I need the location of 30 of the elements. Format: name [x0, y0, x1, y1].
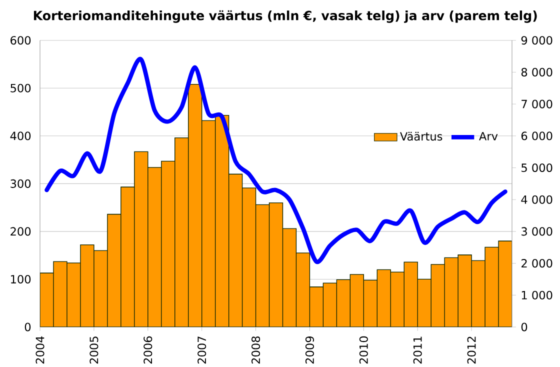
y2-tick-label: 4 000 [521, 195, 552, 204]
y-tick-label: 600 [10, 36, 31, 45]
y2-tick-label: 2 000 [522, 259, 552, 268]
y-tick-label: 200 [10, 227, 31, 236]
x-tick-label: 2009 [305, 336, 314, 364]
y2-tick-label: 8 000 [521, 68, 552, 76]
legend-label: Arv [479, 132, 498, 140]
y-tick-label: 300 [10, 179, 31, 188]
y-tick-label: 100 [11, 274, 31, 284]
y2-tick-label: 0 [521, 322, 528, 332]
x-tick-label: 2010 [359, 336, 368, 364]
line-series [44, 57, 508, 264]
y-tick-label: 400 [10, 132, 31, 140]
y-tick-label: 0 [24, 322, 31, 332]
x-tick-label: 2011 [413, 336, 422, 364]
y2-tick-label: 5 000 [522, 163, 552, 172]
x-tick-label: 2007 [198, 336, 206, 364]
x-tick-label: 2008 [252, 336, 260, 364]
x-tick-label: 2004 [36, 336, 44, 364]
y2-tick-label: 6 000 [521, 132, 552, 140]
y2-tick-label: 7 000 [522, 100, 552, 108]
x-tick-label: 2005 [90, 336, 98, 364]
chart-title: Korteriomanditehingute väärtus (mln €, vasak telg) ja arv (parem telg) [34, 10, 537, 23]
y2-tick-label: 9 000 [521, 36, 552, 45]
x-tick-label: 2012 [467, 336, 476, 364]
legend-label: Väärtus [400, 132, 442, 141]
y2-tick-label: 3 000 [522, 227, 552, 236]
x-tick-label: 2006 [144, 336, 152, 364]
y2-tick-label: 1 000 [522, 290, 552, 300]
y-tick-label: 500 [10, 84, 31, 92]
